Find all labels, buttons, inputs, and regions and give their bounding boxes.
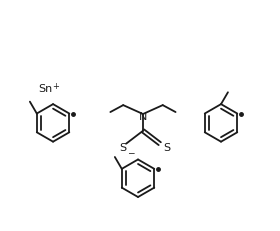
- Text: N: N: [139, 112, 147, 122]
- Text: S: S: [163, 142, 170, 152]
- Text: −: −: [127, 147, 135, 156]
- Text: S: S: [120, 142, 127, 152]
- Text: +: +: [52, 82, 59, 91]
- Text: Sn: Sn: [38, 84, 52, 94]
